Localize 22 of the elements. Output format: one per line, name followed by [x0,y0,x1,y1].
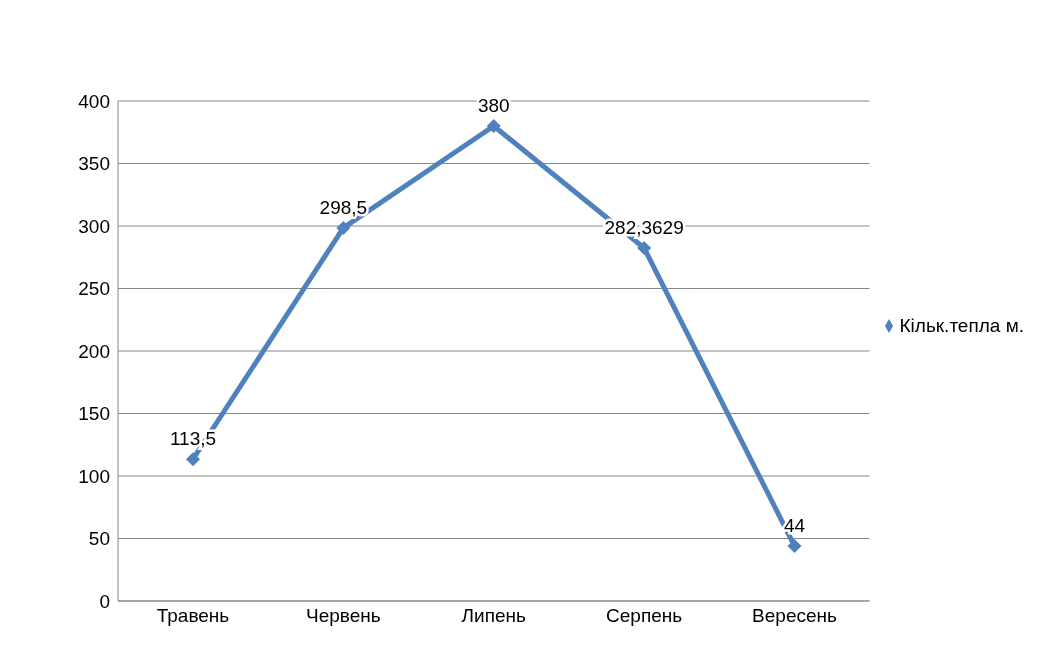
y-tick-label: 200 [78,340,110,362]
x-tick-label: Липень [461,605,527,627]
x-tick-label: Червень [306,605,381,627]
x-tick-label: Серпень [606,605,683,627]
y-tick-label: 400 [78,90,110,112]
legend-label: Кільк.тепла м. [899,314,1024,336]
y-tick-label: 350 [78,153,110,175]
data-label: 298,5 [319,196,368,218]
y-tick-label: 150 [78,403,110,425]
point [186,452,200,467]
x-tick-label: Вересень [752,605,838,627]
x-tick-label: Травень [156,605,230,627]
y-tick-label: 100 [78,465,110,487]
point [787,539,802,553]
data-label: 380 [477,95,510,116]
y-tick-label: 250 [78,278,110,300]
point [336,220,351,235]
point [486,119,501,133]
y-tick-label: 0 [99,590,110,612]
y-tick-label: 50 [88,528,110,550]
point [637,241,652,256]
y-tick-label: 300 [78,215,110,237]
